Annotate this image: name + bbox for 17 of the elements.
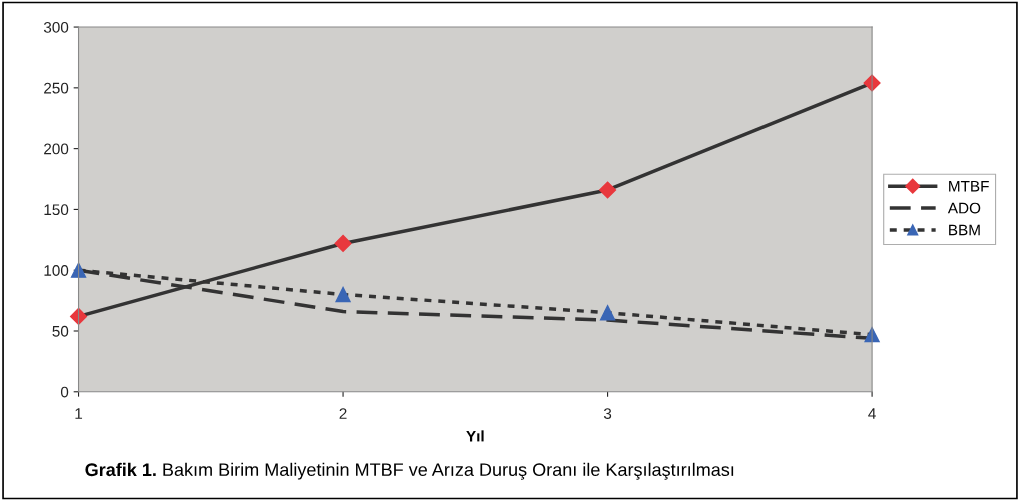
y-tick-label: 50 [52, 325, 69, 337]
y-tick-label: 250 [44, 82, 69, 94]
y-tick-label: 0 [60, 386, 69, 398]
legend-label: ADO [947, 202, 981, 214]
x-tick-label: 3 [603, 408, 612, 419]
x-tick-label: 4 [868, 408, 876, 419]
y-tick-label: 100 [44, 265, 69, 276]
text: Bakım Birim Maliyetinin MTBF ve Arıza Duruş Oranı ile Karşılaştırılması [163, 462, 734, 480]
legend-label: MTBF [949, 180, 989, 192]
text: Grafik 1. [85, 462, 156, 477]
x-tick-label: 1 [75, 408, 83, 419]
y-tick-label: 300 [43, 21, 69, 33]
x-axis-title: Yıl [466, 430, 484, 442]
y-tick-label: 200 [44, 143, 69, 155]
y-tick-label: 150 [44, 204, 69, 216]
x-tick-label: 2 [339, 408, 347, 419]
legend-label: BBM [949, 224, 980, 236]
